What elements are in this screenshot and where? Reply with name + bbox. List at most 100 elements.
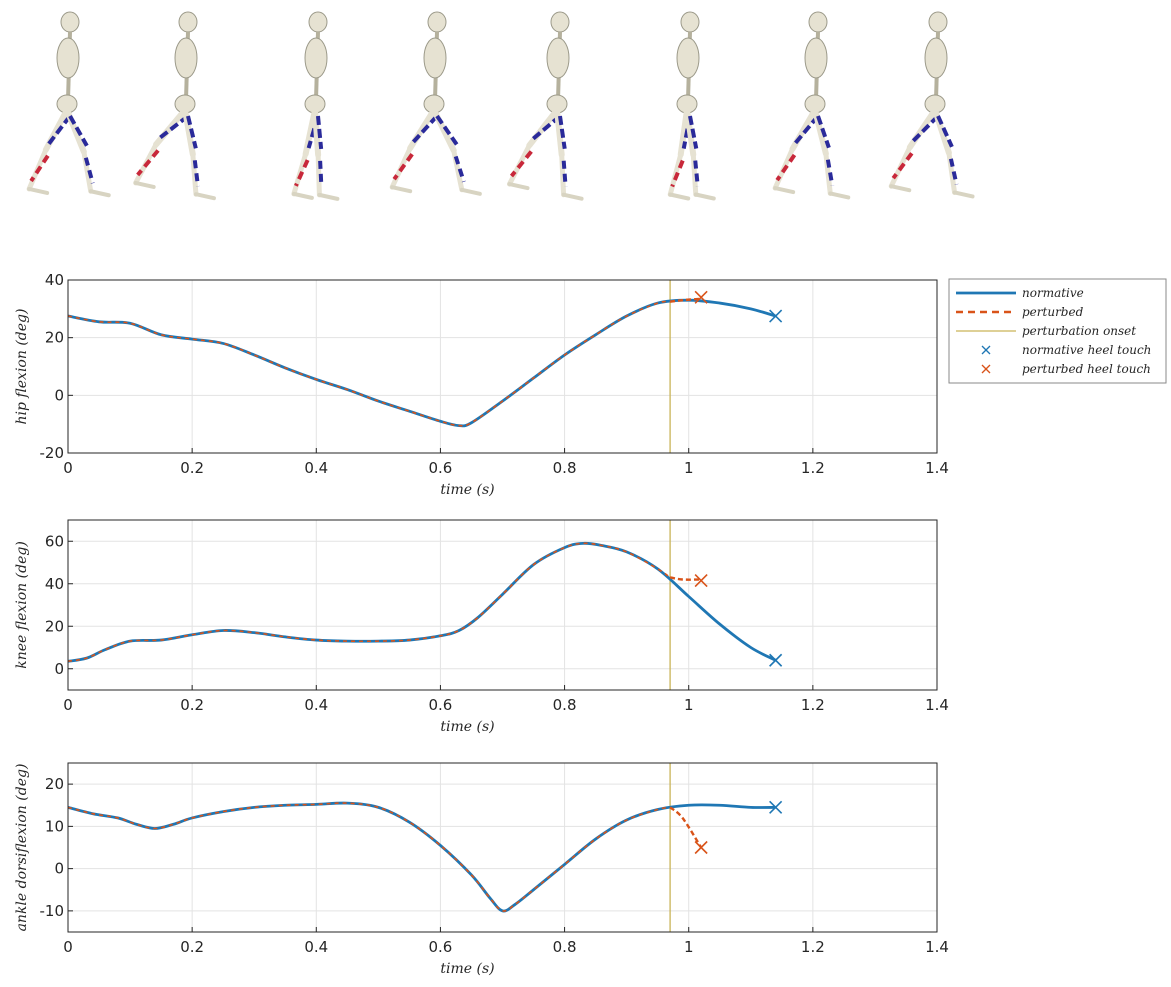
foot [27,186,50,195]
legend-item-perturbed: perturbed [956,305,1084,319]
chart-ankle: 0 0.2 0.4 0.6 0.8 1 1.2 1.4 -10 0 10 20 time (s) ankl… [14,762,949,977]
shank-muscle [825,159,835,186]
skeleton-frame-6 [667,11,716,201]
skull [550,11,570,33]
thigh-muscle [936,115,954,148]
leg-right [684,107,716,201]
x-tick-label: 0.8 [553,459,577,477]
x-tick-label: 0.2 [180,696,204,714]
leg-right [431,107,482,196]
legend-swatch [981,364,991,374]
skeleton-frame-8 [888,11,975,199]
skull [308,11,328,33]
x-tick-label: 0 [63,459,73,477]
legend-label: normative [1022,286,1084,300]
shank-muscle [29,154,50,183]
thigh-muscle [411,114,439,144]
skeleton-frame-3 [291,11,340,201]
y-axis-label: knee flexion (deg) [14,541,30,669]
legend-label: perturbed heel touch [1022,362,1151,376]
shank-muscle [693,160,700,187]
shank-muscle [392,152,414,181]
thigh-muscle [157,114,190,141]
skull [60,11,80,33]
x-tick-label: 1.4 [925,938,949,956]
x-axis-label: time (s) [440,719,494,735]
heel-touch-marker-perturbed [694,573,708,588]
x-tick-label: 0.4 [304,938,328,956]
marker-stroke [769,309,783,323]
chart-legend: normative perturbed perturbation onset norm… [948,278,1167,384]
walking-skeleton-illustration [26,11,975,201]
grid-lines [67,520,938,690]
shank-muscle [136,149,160,177]
x-tick-label: 1 [684,938,694,956]
marker-stroke [694,840,708,855]
skeleton-frame-1 [26,11,111,198]
legend-label: normative heel touch [1022,343,1151,357]
skeleton-frame-2 [133,11,216,201]
legend-label: perturbed [1022,305,1084,319]
leg-left [506,107,562,191]
shank-muscle [509,150,533,178]
legend-item-normative-heel: normative heel touch [981,343,1151,357]
x-tick-label: 0.4 [304,696,328,714]
marker-stroke [769,800,783,814]
shank-muscle [192,160,200,187]
thigh-muscle [47,114,72,145]
skull [178,11,198,33]
foot [952,190,975,199]
shank-muscle [891,152,914,180]
shank-muscle [294,159,310,187]
y-tick-label: 40 [45,271,64,289]
thigh-muscle [558,115,567,150]
x-tick-label: 1.2 [801,938,825,956]
legend-label: perturbation onset [1022,324,1136,338]
rib-cage [546,37,570,79]
thigh-muscle [688,115,699,149]
marker-stroke [769,653,783,667]
skull [680,11,700,33]
x-tick-label: 0.6 [428,459,452,477]
heel-touch-marker-normative [769,800,783,814]
legend-item-onset: perturbation onset [956,324,1136,338]
thigh-muscle [793,114,820,145]
foot [317,192,340,201]
femur [684,107,697,158]
femur [906,107,938,151]
y-tick-label: 0 [54,860,64,878]
y-tick-label: 20 [45,775,64,793]
y-tick-label: 60 [45,532,64,550]
leg-right [932,107,975,199]
plot-area [68,763,937,932]
shank-muscle [83,157,95,184]
leg-right [812,107,851,200]
legend-item-perturbed-heel: perturbed heel touch [981,362,1151,376]
y-tick-label: 0 [54,386,64,404]
x-tick-label: 1 [684,459,694,477]
femur [554,107,565,158]
shank-muscle [318,160,324,187]
leg-left [772,107,820,195]
x-tick-label: 0.8 [553,696,577,714]
femur [312,107,322,158]
x-tick-label: 1.2 [801,459,825,477]
skull [808,11,828,33]
thigh-muscle [911,114,940,143]
skeleton-frame-5 [506,11,584,201]
x-tick-label: 0.6 [428,938,452,956]
leg-left [888,107,940,193]
skeleton-frame-4 [389,11,482,196]
x-tick-label: 0.4 [304,459,328,477]
marker-stroke [981,345,991,355]
foot [88,189,111,198]
femur [789,107,818,152]
rib-cage [924,37,948,79]
leg-left [133,107,190,189]
heel-touch-marker-perturbed [694,840,708,855]
rib-cage [304,37,328,79]
y-tick-label: 0 [54,660,64,678]
leg-left [389,107,439,194]
